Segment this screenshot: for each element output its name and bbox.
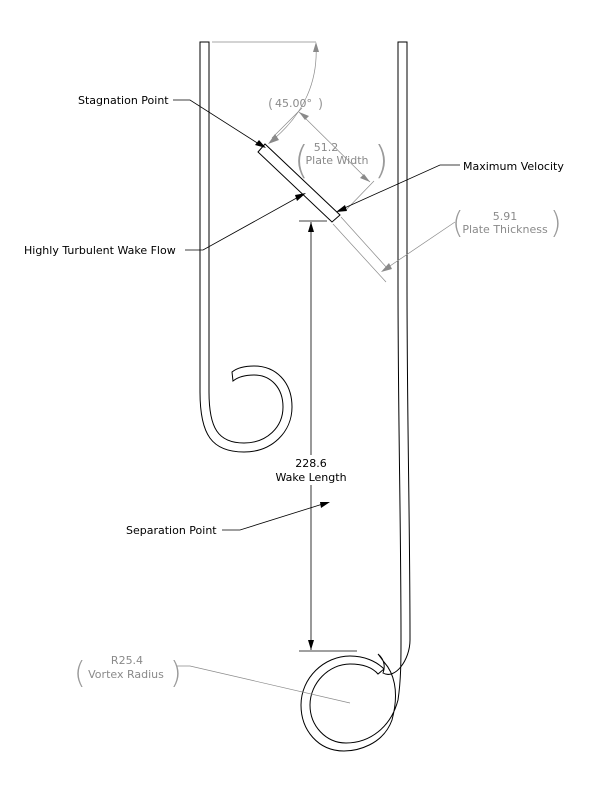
angle-arrow-bottom [268, 134, 279, 144]
plate-thickness-extension-b [332, 223, 387, 283]
wake-length-value: 228.6 [295, 457, 327, 470]
stagnation-point-label: Stagnation Point [78, 94, 169, 107]
vortex-radius-paren-right: ) [170, 656, 182, 691]
maximum-velocity-label: Maximum Velocity [463, 160, 564, 173]
plate-width-paren-right: ) [374, 138, 389, 182]
angle-paren-right: ) [318, 97, 323, 112]
vortex-radius-name: Vortex Radius [88, 668, 164, 681]
wake-length-name: Wake Length [275, 471, 346, 484]
maximum-velocity-leader [339, 164, 460, 211]
angle-arrow-top [313, 42, 319, 52]
turbulent-wake-arrow [295, 193, 306, 201]
maximum-velocity-arrow [336, 205, 347, 212]
wake-length-arrow-bottom [308, 640, 314, 650]
plate-thickness-name: Plate Thickness [462, 223, 548, 236]
plate-width-extension-top [271, 107, 303, 139]
plate-width-value: 51.2 [314, 141, 339, 154]
stagnation-point-arrow [255, 140, 266, 148]
plate-width-arrow-top [299, 112, 309, 120]
plate-thickness-paren-right: ) [550, 206, 562, 241]
plate-width-dimension-line [298, 111, 371, 183]
plate-thickness-leader [383, 221, 456, 271]
vortex-radius-paren-left: ( [74, 656, 86, 691]
angle-paren-left: ( [268, 97, 273, 112]
stagnation-point-leader [173, 99, 263, 147]
plate-width-name: Plate Width [306, 154, 369, 167]
vortex-radius-leader [176, 665, 351, 704]
wake-length-text-mask [270, 455, 352, 485]
separation-point-label: Separation Point [126, 524, 217, 537]
left-streamline [199, 41, 293, 453]
plate-thickness-extension-a [340, 216, 388, 269]
angle-value: 45.00° [275, 97, 312, 110]
plate-width-arrow-bottom [360, 174, 370, 182]
inclined-plate [257, 143, 341, 223]
plate-thickness-value: 5.91 [493, 210, 518, 223]
angle-arc [274, 44, 317, 139]
right-streamline [300, 41, 411, 752]
plate-width-paren-left: ( [294, 138, 309, 182]
separation-point-arrow [320, 502, 330, 508]
wake-length-arrow-top [308, 222, 314, 232]
turbulent-wake-leader [185, 194, 303, 251]
vortex-radius-value: R25.4 [111, 654, 143, 667]
turbulent-wake-label: Highly Turbulent Wake Flow [24, 244, 176, 257]
separation-point-leader [222, 502, 327, 531]
plate-thickness-arrow [381, 263, 392, 272]
plate-thickness-paren-left: ( [452, 206, 464, 241]
